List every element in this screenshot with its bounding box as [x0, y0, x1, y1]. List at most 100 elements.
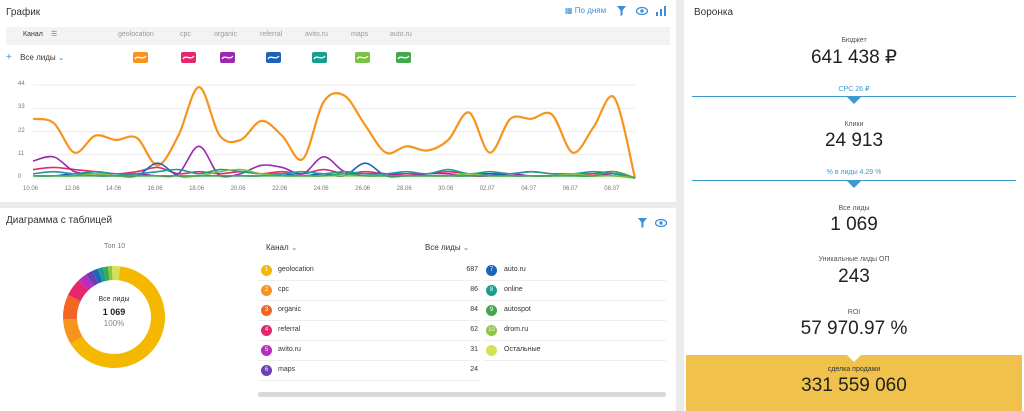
table-row[interactable]: 2 cpc 86 — [258, 281, 480, 301]
donut-center-label: Все лиды — [98, 296, 130, 303]
y-tick-label: 33 — [18, 104, 25, 111]
diagram-panel: Диаграмма с таблицей Топ 10 Все лиды 1 0… — [0, 208, 676, 411]
donut-slice[interactable] — [86, 270, 99, 287]
donut-slice[interactable] — [97, 267, 107, 282]
top-10-label: Топ 10 — [104, 243, 126, 250]
donut-slice[interactable] — [107, 266, 113, 281]
channel-name: referral — [278, 326, 301, 333]
series-line-avito.ru — [32, 168, 636, 179]
filter-icon[interactable] — [617, 6, 626, 18]
rank-badge: 6 — [261, 365, 272, 376]
table-row[interactable]: 8 online — [484, 281, 666, 301]
roi-value: 57 970.97 % — [800, 318, 908, 339]
horizontal-scrollbar[interactable] — [258, 392, 666, 397]
col-auto: auto.ru — [390, 31, 412, 38]
table-row[interactable]: 10 drom.ru — [484, 321, 666, 341]
rank-badge: 8 — [486, 285, 497, 296]
eye-icon[interactable] — [635, 6, 649, 18]
funnel-panel: Воронка Бюджет 641 438 ₽ CPC 26 ₽ Клики … — [684, 0, 1024, 411]
cpc-value: CPC 26 ₽ — [838, 86, 870, 93]
y-tick-label: 22 — [18, 127, 25, 134]
series-chip-auto.ru[interactable] — [396, 52, 411, 63]
channel-name: autospot — [504, 306, 531, 313]
leads-count: 31 — [470, 346, 478, 353]
clicks-value: 24 913 — [824, 130, 884, 151]
x-tick-label: 04.07 — [521, 186, 537, 192]
by-days-label: По дням — [574, 6, 607, 15]
x-tick-label: 30.06 — [438, 186, 454, 192]
table-row[interactable]: 7 auto.ru — [484, 261, 666, 281]
table-row[interactable]: 9 autospot — [484, 301, 666, 321]
plus-icon[interactable]: + — [6, 52, 12, 63]
x-tick-label: 10.06 — [23, 186, 39, 192]
rank-badge: 7 — [486, 265, 497, 276]
donut-slice[interactable] — [67, 280, 89, 302]
col-referral: referral — [260, 31, 283, 38]
series-line-auto.ru — [32, 170, 636, 179]
donut-slice[interactable] — [78, 274, 94, 291]
chevron-down-icon: ⌄ — [290, 243, 298, 252]
channel-column-header[interactable]: Канал ⌄ — [266, 243, 298, 252]
donut-chart — [63, 266, 165, 368]
rank-badge: 3 — [261, 305, 272, 316]
x-tick-label: 26.06 — [355, 186, 371, 192]
rank-badge: 10 — [486, 325, 497, 336]
all-leads-label: Все лиды — [20, 53, 56, 62]
channel-name: auto.ru — [504, 266, 526, 273]
eye-icon[interactable] — [654, 218, 668, 230]
filter-icon[interactable] — [638, 218, 647, 230]
funnel-divider — [692, 180, 1016, 181]
table-row[interactable]: 6 maps 24 — [258, 361, 480, 381]
channel-name: organic — [278, 306, 301, 313]
conversion-value: % в лиды 4.29 % — [826, 169, 882, 176]
series-chip-referral[interactable] — [266, 52, 281, 63]
table-row[interactable]: 5 avito.ru 31 — [258, 341, 480, 361]
x-tick-label: 08.07 — [604, 186, 620, 192]
leads-count: 86 — [470, 286, 478, 293]
series-chip-organic[interactable] — [220, 52, 235, 63]
chevron-down-icon: ⌄ — [462, 243, 470, 252]
donut-slice[interactable] — [70, 266, 165, 368]
leads-column-header[interactable]: Все лиды ⌄ — [425, 243, 470, 252]
x-tick-label: 28.06 — [396, 186, 412, 192]
sort-icon[interactable]: ☰ — [51, 31, 58, 38]
leads-column-label: Все лиды — [425, 243, 461, 252]
all-leads-row[interactable]: + Все лиды ⌄ — [6, 52, 65, 63]
table-row[interactable]: 1 geolocation 687 — [258, 261, 480, 281]
series-chip-geolocation[interactable] — [133, 52, 148, 63]
line-chart — [32, 84, 637, 179]
leads-count: 687 — [466, 266, 478, 273]
series-chip-cpc[interactable] — [181, 52, 196, 63]
x-tick-label: 20.06 — [230, 186, 246, 192]
col-cpc: cpc — [180, 31, 191, 38]
bar-chart-icon[interactable] — [656, 6, 666, 18]
donut-slice[interactable] — [92, 268, 103, 284]
funnel-arrow-icon — [847, 97, 861, 104]
diagram-title: Диаграмма с таблицей — [6, 215, 113, 226]
donut-slice[interactable] — [63, 295, 81, 320]
donut-slice[interactable] — [63, 318, 83, 344]
col-geolocation: geolocation — [118, 31, 154, 38]
channel-header[interactable]: Канал — [23, 31, 43, 38]
by-days-button[interactable]: ▦ По дням — [565, 6, 606, 15]
unique-leads-label: Уникальные лиды ОП — [818, 256, 890, 263]
leads-count: 62 — [470, 326, 478, 333]
channel-name: drom.ru — [504, 326, 529, 333]
x-tick-label: 02.07 — [479, 186, 495, 192]
col-avito: avito.ru — [305, 31, 328, 38]
series-chip-maps[interactable] — [355, 52, 370, 63]
leads-value: 1 069 — [830, 214, 878, 235]
table-row[interactable]: 4 referral 62 — [258, 321, 480, 341]
donut-slice[interactable] — [112, 266, 121, 281]
donut-center-value: 1 069 — [102, 307, 126, 317]
funnel-divider — [692, 96, 1016, 97]
leads-count: 24 — [470, 366, 478, 373]
clicks-label: Клики — [844, 121, 864, 128]
x-tick-label: 24.06 — [313, 186, 329, 192]
table-row[interactable]: 3 organic 84 — [258, 301, 480, 321]
channel-header-row: Канал ☰ geolocation cpc organic referral… — [6, 27, 670, 45]
series-chip-avito.ru[interactable] — [312, 52, 327, 63]
donut-slice[interactable] — [103, 266, 110, 281]
col-maps: maps — [351, 31, 369, 38]
table-row[interactable]: Остальные — [484, 341, 666, 361]
